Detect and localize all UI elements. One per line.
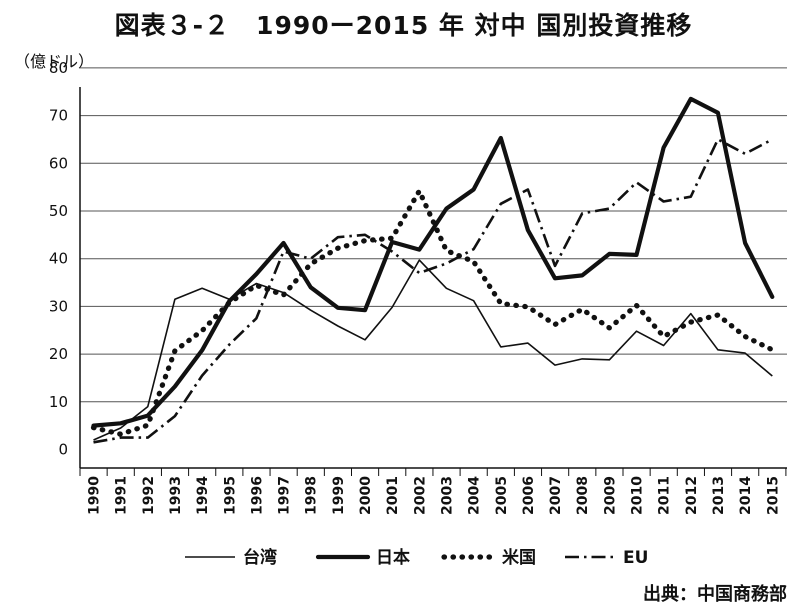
x-tick-label: 1991: [114, 476, 130, 515]
x-tick-label: 1996: [249, 476, 265, 515]
x-tick-label: 2006: [521, 476, 537, 515]
x-tick-label: 2008: [575, 476, 591, 515]
y-tick-label: 80: [49, 59, 68, 77]
y-tick-label: 0: [58, 441, 68, 459]
y-tick-label: 40: [49, 250, 68, 268]
x-tick-label: 2010: [630, 476, 646, 515]
axes: [79, 87, 787, 476]
x-tick-label: 1999: [331, 476, 347, 515]
series-line-thin: [93, 259, 773, 441]
x-tick-label: 2007: [548, 476, 564, 515]
x-tick-label: 2000: [358, 476, 374, 515]
legend-label: 米国: [502, 547, 536, 568]
x-tick-label: 2015: [765, 476, 781, 515]
x-tick-label: 2002: [412, 476, 428, 515]
x-tick-label: 1995: [222, 476, 238, 515]
series-lines: [90, 96, 775, 444]
x-tick-label: 2013: [711, 476, 727, 515]
x-tick-label: 1997: [277, 476, 293, 515]
legend: 台湾 日本 米国 EU: [185, 547, 648, 568]
x-tick-label: 2011: [657, 476, 673, 515]
x-tick-label: 2003: [439, 476, 455, 515]
y-tick-label: 20: [49, 345, 68, 363]
gridlines: [80, 67, 787, 403]
y-tick-labels: 0 10 20 30 40 50 60 70 80: [49, 59, 68, 459]
x-tick-label: 1998: [304, 476, 320, 515]
x-tick-label: 2001: [385, 476, 401, 515]
legend-label: EU: [623, 548, 648, 568]
y-tick-label: 10: [49, 393, 68, 411]
x-tick-label: 2004: [467, 476, 483, 515]
y-tick-label: 70: [49, 107, 68, 125]
y-axis-unit-label: （億ドル）: [14, 52, 95, 71]
series-line-thick: [91, 96, 775, 428]
y-tick-label: 50: [49, 202, 68, 220]
x-tick-label: 2009: [602, 476, 618, 515]
series-line-dashdot: [93, 138, 773, 444]
x-tick-label: 1990: [87, 476, 103, 515]
x-tick-label: 1993: [168, 476, 184, 515]
x-tick-label: 2014: [738, 476, 754, 515]
y-tick-label: 60: [49, 154, 68, 172]
series-line-dotted: [90, 188, 775, 437]
x-tick-label: 1992: [141, 476, 157, 515]
chart-title: 図表３-２ 1990ー2015 年 対中 国別投資推移: [114, 11, 693, 40]
x-tick-label: 1994: [195, 476, 211, 515]
x-tick-label: 2012: [684, 476, 700, 515]
x-tick-label: 2005: [494, 476, 510, 515]
x-tick-labels: 1990 1991 1992 1993 1994 1995 1996 1997 1998 1999…: [87, 476, 782, 515]
legend-label: 台湾: [243, 547, 277, 568]
y-tick-label: 30: [49, 297, 68, 315]
legend-label: 日本: [376, 547, 410, 568]
source-note: 出典：中国商務部: [643, 584, 787, 605]
